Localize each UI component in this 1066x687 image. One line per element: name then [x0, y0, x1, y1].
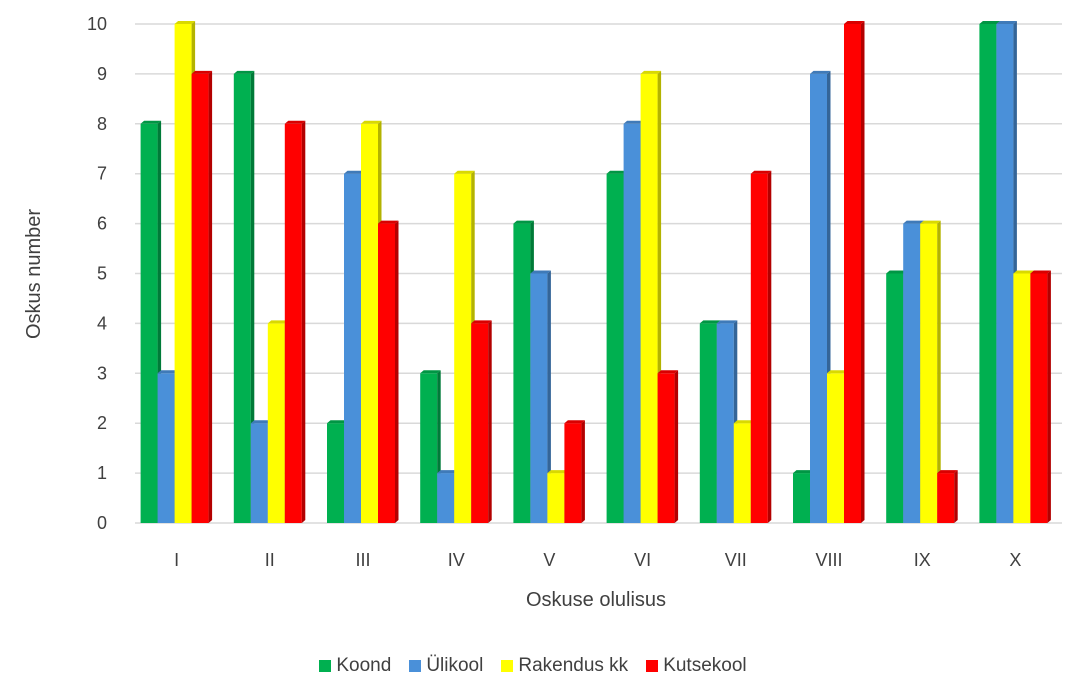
x-tick-label: X	[1009, 550, 1021, 570]
y-axis-ticks: 0 1 2 3 4 5 6 7 8 9 10	[87, 14, 107, 533]
x-tick-label: IX	[914, 550, 931, 570]
legend-swatch	[409, 660, 422, 672]
y-axis-title: Oskus number	[23, 209, 45, 339]
legend-label: Rakendus kk	[518, 655, 629, 676]
legend-item: Koond	[319, 655, 391, 677]
bar	[378, 220, 399, 523]
x-tick-label: VII	[725, 550, 747, 570]
legend-item: Rakendus kk	[501, 655, 628, 677]
y-tick-label: 2	[97, 413, 107, 433]
bar	[750, 170, 772, 523]
bar	[284, 120, 306, 524]
x-axis-title: Oskuse olulisus	[526, 589, 666, 611]
x-tick-label: VIII	[815, 550, 842, 570]
bar	[471, 320, 492, 523]
y-tick-label: 10	[87, 14, 107, 34]
bar	[657, 370, 679, 523]
legend-label: Kutsekool	[663, 655, 747, 676]
y-tick-label: 9	[97, 64, 107, 84]
legend-item: Kutsekool	[646, 655, 747, 677]
x-tick-label: III	[355, 550, 370, 570]
legend-swatch	[501, 660, 514, 672]
legend: Koond Ülikool Rakendus kk Kutsekool	[0, 655, 1066, 677]
y-tick-label: 5	[97, 264, 107, 284]
legend-item: Ülikool	[409, 655, 483, 677]
x-tick-label: IV	[448, 550, 465, 570]
bar	[844, 21, 865, 523]
y-tick-label: 3	[97, 363, 107, 383]
bar	[564, 420, 585, 523]
x-axis-ticks: I II III IV V VI VII VIII IX X	[174, 550, 1021, 570]
x-tick-label: II	[265, 550, 275, 570]
y-tick-label: 8	[97, 114, 107, 134]
y-tick-label: 0	[97, 513, 107, 533]
x-tick-label: V	[543, 550, 555, 570]
legend-swatch	[319, 660, 332, 672]
y-tick-label: 1	[97, 463, 107, 483]
y-tick-label: 6	[97, 214, 107, 234]
legend-swatch	[646, 660, 659, 672]
x-tick-label: I	[174, 550, 179, 570]
y-tick-label: 4	[97, 313, 107, 333]
y-tick-label: 7	[97, 164, 107, 184]
bar	[233, 70, 255, 524]
x-tick-label: VI	[634, 550, 651, 570]
bar	[530, 270, 551, 523]
legend-label: Koond	[336, 655, 392, 676]
bar	[191, 70, 213, 524]
bars	[140, 21, 1051, 524]
legend-label: Ülikool	[426, 655, 484, 676]
bar	[937, 470, 958, 523]
bar	[920, 220, 941, 523]
bar	[1030, 270, 1051, 523]
